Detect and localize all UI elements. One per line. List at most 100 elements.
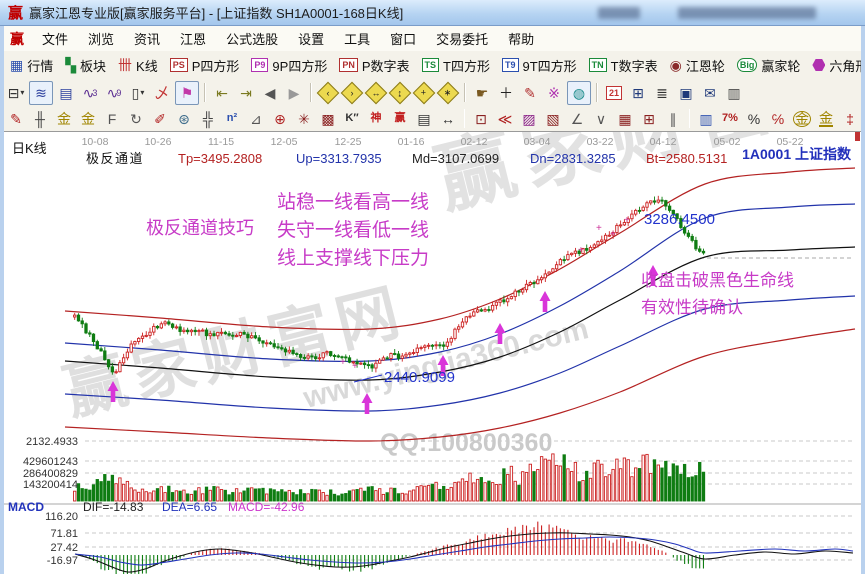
tool-brush-button[interactable]: ✎ <box>5 108 27 130</box>
tool-t-square-button[interactable]: TS T四方形 <box>416 55 496 76</box>
menu-item[interactable]: 浏览 <box>88 32 115 47</box>
tool-chart-style-button[interactable]: ⊟ ▾ <box>5 82 27 104</box>
menu-item[interactable]: 公式选股 <box>226 32 279 47</box>
tool-last-page-button[interactable]: ⇥ <box>235 82 257 104</box>
tool-stats-button[interactable]: ▥ <box>695 108 717 130</box>
tool-k-quote-button[interactable]: K″ <box>341 108 363 130</box>
fan-icon: ≪ <box>497 110 513 127</box>
titlebar-ghost-text <box>678 7 816 19</box>
tool-wave9-button[interactable]: ∿ 9 <box>103 82 125 104</box>
tool-p-square-button[interactable]: PS P四方形 <box>164 55 246 76</box>
chart-canvas[interactable]: + + + + + + 日K线 10-08 10-26 11-15 12-05 12-25 01-16 0… <box>4 132 861 574</box>
tool-drag-hand-button[interactable]: ☛ <box>471 82 493 104</box>
tool-pct7-button[interactable]: 7% <box>719 108 741 130</box>
tool-first-page-button[interactable]: ⇤ <box>211 82 233 104</box>
tool-brain-tool-button[interactable]: ◍ <box>567 80 591 105</box>
tool-winner-wheel-button[interactable]: Big 赢家轮 <box>731 55 807 76</box>
tool-save-button[interactable]: ▣ <box>675 82 697 104</box>
tool-gann-right-button[interactable]: › <box>340 81 364 104</box>
tool-fib-button[interactable]: F <box>101 108 123 130</box>
tool-hatch2-button[interactable]: ╬ <box>197 108 219 130</box>
menu-item[interactable]: 窗口 <box>390 32 417 47</box>
tool-trend-button[interactable]: ∠ <box>566 108 588 130</box>
channel-line-md <box>64 246 856 381</box>
tool-polyline-button[interactable]: ∨ <box>590 108 612 130</box>
menu-item[interactable]: 工具 <box>344 32 371 47</box>
menu-item[interactable]: 文件 <box>42 32 69 47</box>
tool-win-button[interactable]: 赢 <box>389 108 411 130</box>
tool-rays-box-button[interactable]: ▧ <box>542 108 564 130</box>
tool-print-button[interactable]: ▥ <box>723 82 745 104</box>
tool-gann-all-button[interactable]: ∗ <box>436 81 460 104</box>
mail-icon: ✉ <box>704 84 716 101</box>
tool-shade-box-button[interactable]: ▨ <box>518 108 540 130</box>
tool-gann-expand-button[interactable]: ↔ <box>364 81 388 104</box>
tool-gann-target-button[interactable]: ⊕ <box>269 108 291 130</box>
menu-item[interactable]: 江恩 <box>180 32 207 47</box>
tool-shen-button[interactable]: 神 <box>365 108 387 130</box>
tool-t9-square-button[interactable]: T9 9T四方形 <box>496 55 583 76</box>
symbol-label: 1A0001 上证指数 <box>742 146 852 162</box>
tool-ruler123-button[interactable]: ▤ <box>413 108 435 130</box>
star-rays-icon: ✳ <box>298 110 310 127</box>
window-title: 赢家江恩专业版[赢家服务平台] - [上证指数 SH1A0001-168日K线] <box>29 6 404 21</box>
tool-pattern-button[interactable]: 乄 <box>151 82 173 104</box>
tool-notepad-button[interactable]: ≣ <box>651 82 673 104</box>
tool-fan-lines-button[interactable]: ≪ <box>494 108 516 130</box>
tool-gann-hatch-button[interactable]: ╫ <box>29 108 51 130</box>
tool-hspan-button[interactable]: ↔ <box>437 108 459 130</box>
tool-overlay-button[interactable]: ≋ <box>29 80 53 105</box>
tool-wave3-button[interactable]: ∿ 3 <box>79 82 101 104</box>
tool-web-grid-button[interactable]: ▩ <box>317 108 339 130</box>
tool-color-flag-button[interactable]: ⚑ <box>175 80 199 105</box>
tool-prev-page-button[interactable]: ◀ <box>259 82 281 104</box>
tool-kline-button[interactable]: 卌 K线 <box>112 55 164 76</box>
tool-parallel-button[interactable]: ∥ <box>662 108 684 130</box>
volume-bars-layer <box>73 453 706 502</box>
tool-gold-h-button[interactable]: 金 <box>53 108 75 130</box>
menu-item[interactable]: 资讯 <box>134 32 161 47</box>
tool-spiral-button[interactable]: ↻ <box>125 108 147 130</box>
tool-quotes-button[interactable]: ▦ 行情 <box>4 55 59 76</box>
tool-pct-line-button[interactable]: ℅ <box>767 108 789 130</box>
buy-signal-arrow-icon <box>437 355 449 376</box>
tool-star-rays-button[interactable]: ✳ <box>293 108 315 130</box>
tool-p9-square-button[interactable]: P9 9P四方形 <box>245 55 333 76</box>
tool-candle-note-button[interactable]: ‡ <box>839 108 861 130</box>
tool-gold-lines-button[interactable]: 金 <box>815 108 837 130</box>
tool-gann-cross-button[interactable]: + <box>412 81 436 104</box>
tool-gold-circle-button[interactable]: 金 <box>791 108 813 130</box>
menu-item[interactable]: 设置 <box>298 32 325 47</box>
tool-rect-tool-button[interactable]: ⊡ <box>470 108 492 130</box>
tool-candle-set-button[interactable]: ▯ ▾ <box>127 82 149 104</box>
tool-crosshair-button[interactable]: ＋ <box>495 82 517 104</box>
floppy-icon: ▣ <box>679 84 693 101</box>
tool-pct-button[interactable]: % <box>743 108 765 130</box>
tool-gold-v-button[interactable]: 金 <box>77 108 99 130</box>
tool-hexagon-button[interactable]: 六角形 <box>806 55 861 76</box>
tool-marker-button[interactable]: ✐ <box>149 108 171 130</box>
tool-grid2-button[interactable]: ⊞ <box>638 108 660 130</box>
menu-item[interactable]: 帮助 <box>508 32 535 47</box>
tool-n-square-button[interactable]: n² <box>221 108 243 130</box>
tool-gann-wheel-button[interactable]: ◉ 江恩轮 <box>664 55 731 76</box>
next-icon: ▶ <box>288 84 300 101</box>
tool-grid1-button[interactable]: ▦ <box>614 108 636 130</box>
menu-item[interactable]: 交易委托 <box>436 32 489 47</box>
candles-layer <box>73 195 706 375</box>
tool-gann-shrink-button[interactable]: ↨ <box>388 81 412 104</box>
volume-axis-tick: 286400829 <box>23 468 78 480</box>
tool-calendar-button[interactable]: 21 <box>603 82 625 104</box>
tool-gann-left-button[interactable]: ‹ <box>316 81 340 104</box>
tool-next-page-button[interactable]: ▶ <box>283 82 305 104</box>
tool-p-number-button[interactable]: PN P数字表 <box>333 55 415 76</box>
tool-angle-button[interactable]: ⊿ <box>245 108 267 130</box>
tool-t-number-button[interactable]: TN T数字表 <box>583 55 664 76</box>
tool-mail-button[interactable]: ✉ <box>699 82 721 104</box>
tool-gann-globe-button[interactable]: ⊛ <box>173 108 195 130</box>
tool-f10-info-button[interactable]: ▤ <box>55 82 77 104</box>
tool-calculator-button[interactable]: ⊞ <box>627 82 649 104</box>
tool-sectors-button[interactable]: ▚ 板块 <box>59 55 112 76</box>
tool-pointer-button[interactable]: ✎ <box>519 82 541 104</box>
tool-flower-tool-button[interactable]: ※ <box>543 82 565 104</box>
